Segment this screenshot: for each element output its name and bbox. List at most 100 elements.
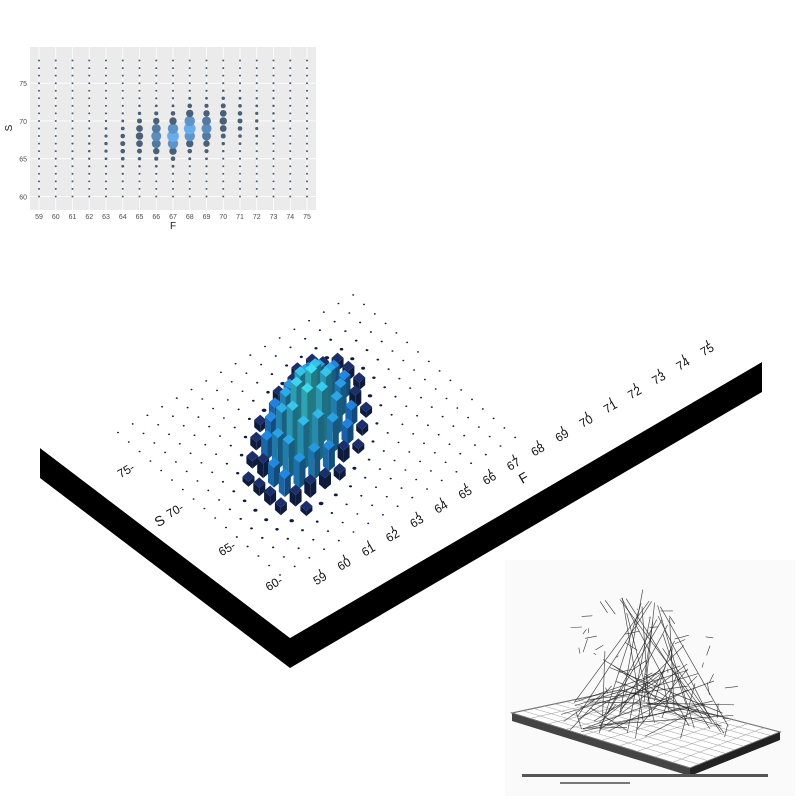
bubble-point <box>188 165 191 168</box>
grid-dot <box>197 416 200 418</box>
grid-dot <box>449 379 452 382</box>
histogram-bar <box>242 471 255 487</box>
grid-dot <box>249 354 252 356</box>
bubble-point <box>188 180 191 183</box>
bubble-point <box>171 164 175 168</box>
bubble-point <box>104 112 108 115</box>
bubble-point <box>239 59 241 62</box>
grid-dot <box>445 397 448 400</box>
grid-dot <box>349 485 352 488</box>
bubble-point <box>171 104 175 108</box>
bubble-point <box>289 135 292 138</box>
grid-dot <box>481 408 484 410</box>
grid-dot <box>378 468 381 470</box>
bubble-point <box>121 82 124 85</box>
bubble-point <box>154 164 158 168</box>
grid-dot <box>456 407 459 409</box>
bubble-point <box>222 157 225 160</box>
grid-dot <box>467 416 470 419</box>
3d-f-tick-63: 63 <box>408 512 427 531</box>
bubble-point <box>38 150 40 153</box>
grid-dot <box>218 499 221 501</box>
bubble-point <box>154 156 159 161</box>
bubble-point <box>136 140 143 147</box>
grid-dot <box>297 547 300 550</box>
3d-f-tick-64: 64 <box>432 497 451 516</box>
grid-dot <box>246 545 249 548</box>
grid-dot <box>386 432 389 434</box>
histogram-bar <box>257 453 270 479</box>
grid-dot <box>417 351 419 353</box>
bubble-x-tick-60: 60 <box>52 214 60 221</box>
grid-dot <box>212 407 215 410</box>
bubble-point <box>255 126 259 131</box>
bubble-point <box>138 165 141 168</box>
3d-f-tick-69: 69 <box>553 426 572 445</box>
bubble-point <box>289 112 292 115</box>
grid-dot <box>289 346 292 349</box>
bubble-y-tick-labels: 60 65 70 75 <box>19 81 27 201</box>
bubble-point <box>272 97 275 100</box>
bubble-point <box>71 59 74 62</box>
histogram-bar <box>264 485 277 506</box>
grid-dot <box>470 462 473 465</box>
grid-dot <box>420 396 422 399</box>
3d-f-tick-68: 68 <box>529 440 548 459</box>
historical-3d-surface-figure <box>505 560 795 796</box>
bubble-point <box>153 117 160 125</box>
bubble-x-tick-63: 63 <box>102 214 110 221</box>
bubble-point <box>104 141 108 146</box>
bubble-point <box>71 195 74 198</box>
grid-dot <box>228 508 232 511</box>
histogram-bar <box>253 477 266 497</box>
grid-dot <box>308 319 311 322</box>
bubble-point <box>38 67 40 70</box>
bubble-x-tick-labels: 59 60 61 62 63 64 65 66 67 68 69 70 71 72 73 74 75 <box>35 214 311 221</box>
bubble-point <box>306 180 308 183</box>
grid-dot <box>363 303 365 306</box>
grid-dot <box>250 527 253 530</box>
bubble-point <box>306 59 308 62</box>
grid-dot <box>260 363 263 366</box>
grid-dot <box>499 445 502 447</box>
grid-dot <box>293 328 296 331</box>
bubble-point <box>188 82 191 85</box>
grid-dot <box>488 435 491 438</box>
grid-dot <box>323 548 326 550</box>
bubble-point <box>120 141 126 147</box>
histogram-bar <box>289 484 302 507</box>
bubble-point <box>272 195 275 198</box>
grid-dot <box>375 422 379 425</box>
bubble-point <box>205 180 208 183</box>
grid-dot <box>157 424 160 426</box>
grid-dot <box>142 432 145 435</box>
bubble-point <box>289 195 292 198</box>
bubble-point <box>219 125 227 132</box>
bubble-point <box>38 97 40 100</box>
bubble-point <box>239 172 241 175</box>
bubble-point <box>104 165 108 168</box>
bubble-point <box>289 180 292 183</box>
grid-dot <box>394 395 397 398</box>
grid-dot <box>322 311 325 313</box>
bubble-point <box>121 104 124 107</box>
bubble-point <box>205 59 208 62</box>
bubble-point <box>306 67 308 70</box>
bubble-point <box>220 103 226 109</box>
bubble-point <box>172 67 174 70</box>
grid-dot <box>384 322 387 325</box>
bubble-point <box>306 74 308 77</box>
grid-dot <box>242 499 247 503</box>
bubble-point <box>138 89 141 92</box>
bubble-point <box>104 149 108 153</box>
grid-dot <box>201 398 204 400</box>
bubble-point <box>255 195 258 198</box>
bubble-point <box>201 123 212 134</box>
bubble-point <box>38 104 40 107</box>
bubble-point <box>88 157 91 160</box>
bubble-point <box>121 180 124 183</box>
grid-dot <box>153 442 156 444</box>
bubble-point <box>54 119 57 122</box>
grid-dot <box>243 435 248 439</box>
grid-dot <box>329 338 333 341</box>
